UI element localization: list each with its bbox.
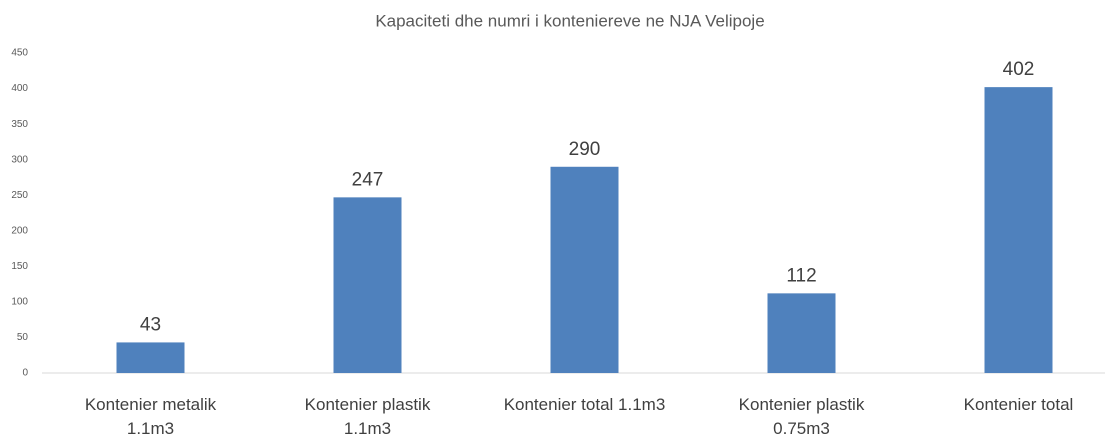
y-tick-label: 400 xyxy=(11,83,28,94)
data-label: 290 xyxy=(569,139,601,160)
y-tick-label: 450 xyxy=(11,48,28,59)
bar xyxy=(333,197,402,373)
data-label: 43 xyxy=(140,314,161,335)
x-tick-label: Kontenier plastik 0.75m3 xyxy=(738,395,865,438)
y-tick-label: 250 xyxy=(11,190,28,201)
y-tick-label: 300 xyxy=(11,154,28,165)
x-tick-label: Kontenier plastik 1.1m3 xyxy=(304,395,431,438)
x-tick-label: Kontenier total 1.1m3 xyxy=(503,395,666,414)
bar xyxy=(550,166,619,373)
x-tick-label: Kontenier metalik 1.1m3 xyxy=(84,395,217,438)
bar xyxy=(984,87,1053,373)
y-tick-label: 350 xyxy=(11,119,28,130)
y-tick-label: 100 xyxy=(11,297,28,308)
bar xyxy=(116,342,185,373)
chart-title: Kapaciteti dhe numri i kontenierevе ne N… xyxy=(375,11,764,30)
data-label: 247 xyxy=(352,169,384,190)
y-tick-label: 200 xyxy=(11,225,28,236)
y-tick-label: 50 xyxy=(17,332,29,343)
bar xyxy=(767,293,836,373)
data-label: 112 xyxy=(786,265,816,286)
x-tick-label: Kontenier total xyxy=(963,395,1074,414)
y-tick-label: 150 xyxy=(11,261,28,272)
data-label: 402 xyxy=(1003,59,1035,80)
y-tick-label: 0 xyxy=(22,368,28,379)
